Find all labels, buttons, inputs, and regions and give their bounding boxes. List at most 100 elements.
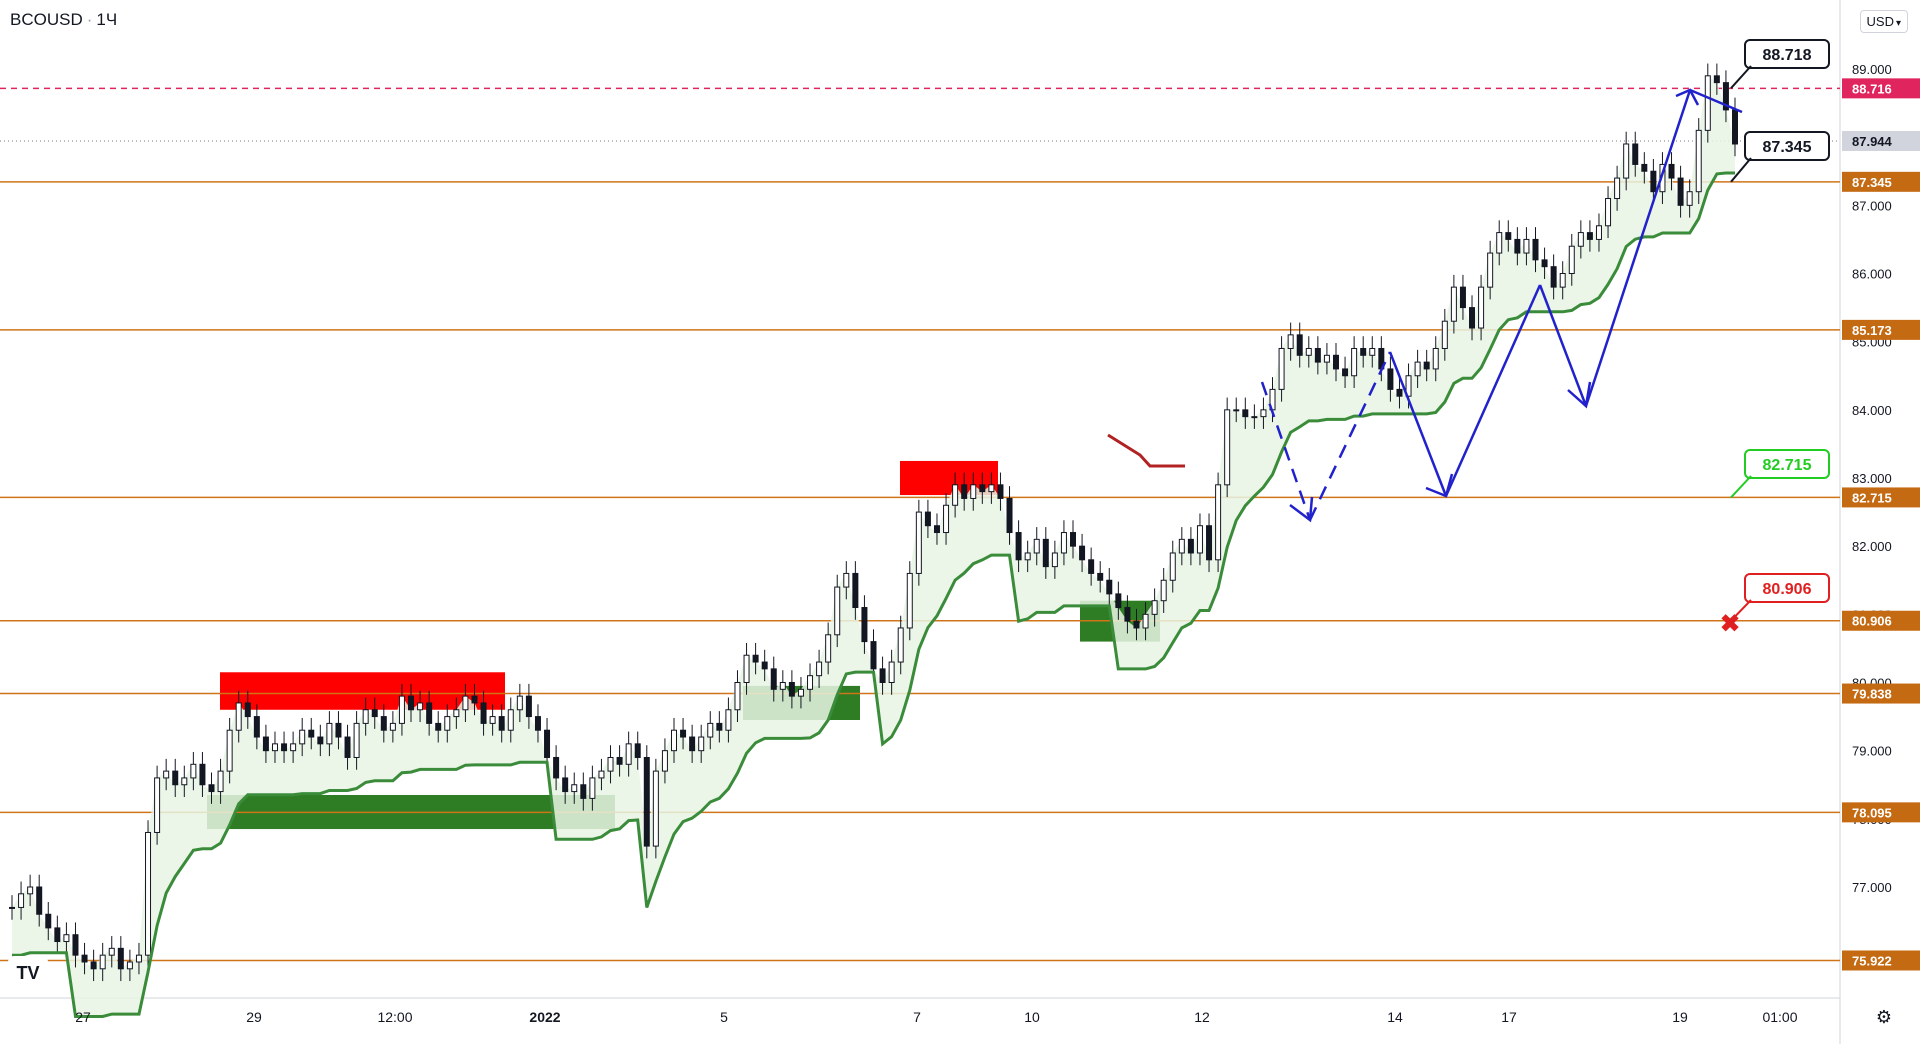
x-tick-label: 01:00 [1762, 1009, 1797, 1025]
candle-body [1469, 307, 1476, 329]
last-price-label-bg [1842, 130, 1920, 151]
candle-body [1332, 354, 1339, 370]
x-tick-label: 5 [720, 1009, 728, 1025]
candle-body [1051, 552, 1058, 568]
candle-body [380, 716, 387, 731]
candle-body [217, 770, 224, 793]
candle-body [1106, 579, 1113, 595]
candle-body [54, 927, 61, 943]
candle-body [825, 634, 832, 663]
candle-body [770, 668, 777, 690]
candle-body [725, 709, 732, 731]
candle-body [1668, 163, 1675, 179]
candle-body [1423, 361, 1430, 370]
arrow-head [1675, 88, 1700, 106]
candle-body [507, 709, 514, 731]
candle-body [988, 484, 995, 493]
candle-body [1215, 484, 1222, 561]
close-icon: ✖ [1720, 611, 1740, 638]
candle-body [199, 763, 206, 786]
candle-body [262, 736, 269, 752]
candle-body [1605, 198, 1612, 227]
candle-body [208, 784, 215, 793]
candle-body [226, 729, 233, 772]
projection-arrow [1260, 381, 1312, 521]
dashed-price-label-bg [1842, 78, 1920, 99]
candle-body [915, 511, 922, 574]
candle-body [952, 484, 959, 506]
arrows-layer [1260, 88, 1743, 523]
level-price-label: 82.715 [1852, 490, 1892, 505]
candle-body [154, 777, 161, 833]
candle-body [1006, 497, 1013, 534]
level-price-label: 75.922 [1852, 953, 1892, 968]
interval-label[interactable]: 1Ч [96, 10, 118, 29]
candle-body [435, 722, 442, 731]
last-price-label: 87.944 [1852, 134, 1893, 149]
candle-body [18, 893, 25, 908]
candle-body [489, 716, 496, 724]
candle-body [344, 736, 351, 758]
candle-body [244, 702, 251, 718]
candle-body [36, 886, 43, 915]
projection-arrow [1388, 351, 1448, 497]
callout-box [1744, 449, 1830, 479]
x-tick-label: 27 [75, 1009, 91, 1025]
candle-body [1224, 409, 1231, 486]
x-tick-label: 17 [1501, 1009, 1517, 1025]
candles-layer [9, 63, 1738, 982]
candle-body [1732, 109, 1738, 145]
x-tick-label: 10 [1024, 1009, 1040, 1025]
callouts: 88.718 87.345 82.715 80.906 ✖ [1720, 39, 1830, 638]
candle-body [63, 934, 70, 943]
candle-body [1686, 191, 1693, 206]
candle-body [462, 695, 469, 711]
candle-body [534, 716, 541, 731]
candle-body [1070, 532, 1077, 547]
candle-body [734, 682, 741, 711]
candle-body [634, 743, 641, 758]
callout-pointer [1730, 157, 1752, 183]
projection-arrow [1444, 284, 1542, 497]
x-tick-label: 7 [913, 1009, 921, 1025]
currency-button[interactable]: USD ▾ [1859, 10, 1908, 33]
candle-body [670, 729, 677, 752]
candle-body [1677, 177, 1684, 206]
candle-body [1450, 286, 1457, 322]
candle-body [1033, 538, 1040, 554]
candle-body [163, 770, 170, 779]
currency-label: USD [1866, 14, 1894, 29]
candle-body [1260, 409, 1267, 418]
candle-body [480, 702, 487, 724]
candle-body [1414, 361, 1421, 377]
candle-body [335, 722, 342, 738]
level-price-label-bg [1842, 319, 1920, 340]
candle-body [45, 913, 52, 929]
candle-body [190, 763, 197, 779]
candle-body [761, 661, 768, 670]
candle-body [689, 736, 696, 752]
level-price-label-bg [1842, 171, 1920, 192]
candle-body [716, 722, 723, 731]
trend-cloud [12, 75, 1735, 1017]
candle-body [544, 729, 551, 758]
gear-icon[interactable]: ⚙ [1875, 1007, 1892, 1027]
candle-body [1695, 129, 1702, 193]
candle-body [589, 777, 596, 799]
candle-body [253, 716, 260, 738]
candle-body [1641, 163, 1648, 172]
candle-body [571, 784, 578, 793]
support-trail-line [12, 171, 1735, 1018]
symbol-label[interactable]: BCOUSD [10, 10, 83, 29]
indicator-lines-layer [12, 171, 1735, 1018]
candle-body [108, 947, 115, 956]
tradingview-logo[interactable]: TV [8, 956, 48, 990]
candle-body [1532, 238, 1539, 261]
candle-body [852, 572, 859, 609]
candle-body [1024, 552, 1031, 561]
candle-body [271, 743, 278, 752]
candle-body [933, 525, 940, 534]
candle-body [1387, 368, 1394, 390]
candle-body [471, 695, 478, 704]
